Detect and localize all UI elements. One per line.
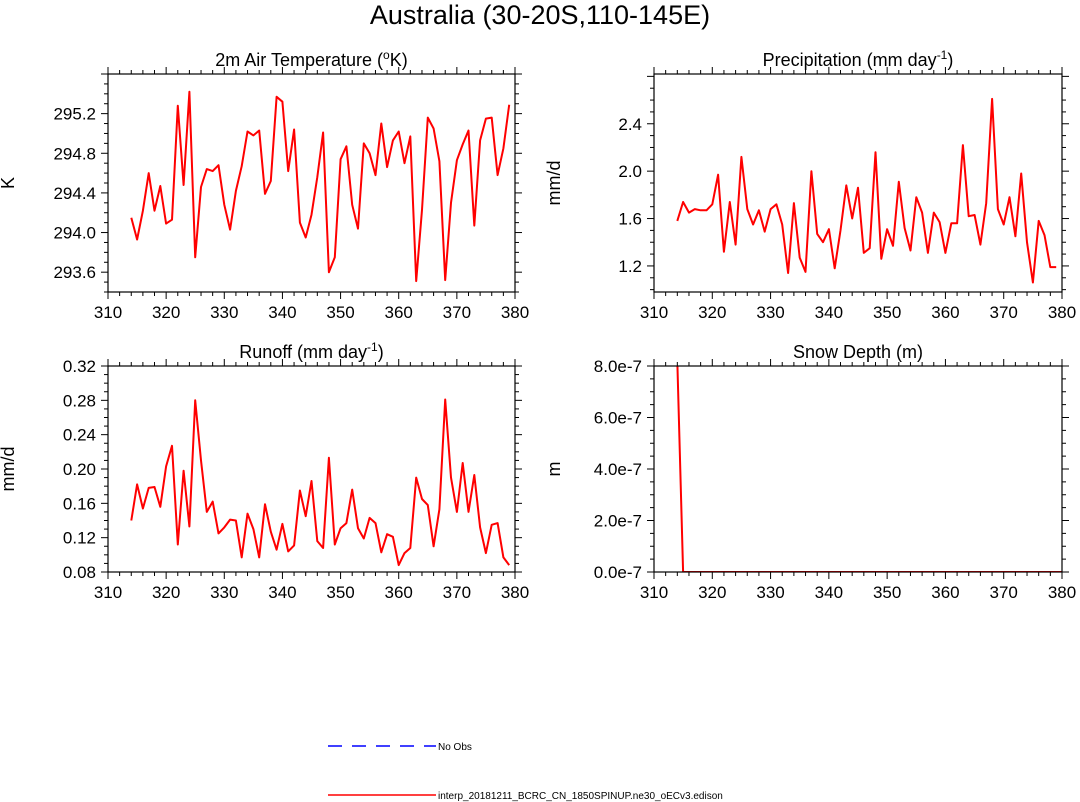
air-temperature-ytick-label: 293.6: [53, 263, 96, 282]
precipitation-xtick-label: 310: [640, 303, 668, 322]
precipitation-xtick-label: 350: [873, 303, 901, 322]
snow-depth-ytick-label: 2.0e-7: [594, 512, 642, 531]
runoff-xtick-label: 310: [94, 583, 122, 602]
air-temperature-title: 2m Air Temperature (oK): [215, 48, 407, 70]
air-temperature-ylabel: K: [0, 177, 18, 189]
precipitation-xtick-label: 340: [815, 303, 843, 322]
runoff-ytick-label: 0.24: [63, 426, 96, 445]
air-temperature-xtick-label: 310: [94, 303, 122, 322]
air-temperature-xtick-label: 350: [326, 303, 354, 322]
runoff-ylabel: mm/d: [0, 447, 18, 492]
snow-depth-xtick-label: 310: [640, 583, 668, 602]
air-temperature-ytick-label: 295.2: [53, 105, 96, 124]
panel-precipitation: Precipitation (mm day-1) mm/d 310 320 330 340…: [544, 48, 1076, 322]
snow-depth-ytick-label: 4.0e-7: [594, 460, 642, 479]
runoff-ytick-label: 0.08: [63, 563, 96, 582]
precipitation-ytick-label: 2.0: [618, 162, 642, 181]
runoff-xtick-label: 360: [385, 583, 413, 602]
runoff-title: Runoff (mm day-1): [239, 340, 383, 362]
precipitation-xtick-label: 320: [698, 303, 726, 322]
precipitation-frame: [653, 73, 1063, 293]
legend: No Obs interp_20181211_BCRC_CN_1850SPINU…: [328, 742, 723, 802]
air-temperature-xtick-label: 360: [385, 303, 413, 322]
panel-runoff: Runoff (mm day-1) mm/d 310 320 330 340 350 360 3…: [0, 340, 529, 602]
runoff-ytick-label: 0.32: [63, 357, 96, 376]
panel-snow-depth: Snow Depth (m) m 310 320 330 340 350 360 370 380 0…: [544, 342, 1076, 602]
air-temperature-series-line: [130, 90, 511, 283]
snow-depth-xtick-label: 330: [756, 583, 784, 602]
snow-depth-ylabel: m: [544, 462, 564, 477]
snow-depth-ytick-label: 8.0e-7: [594, 357, 642, 376]
air-temperature-frame: [107, 73, 516, 293]
precipitation-xtick-label: 360: [931, 303, 959, 322]
air-temperature-xtick-label: 320: [152, 303, 180, 322]
runoff-ytick-label: 0.20: [63, 460, 96, 479]
precipitation-ytick-label: 1.6: [618, 210, 642, 229]
air-temperature-xtick-label: 330: [210, 303, 238, 322]
snow-depth-series-line: [676, 366, 1062, 572]
runoff-ytick-label: 0.16: [63, 494, 96, 513]
runoff-ytick-label: 0.28: [63, 391, 96, 410]
runoff-xtick-label: 370: [443, 583, 471, 602]
figure-title: Australia (30-20S,110-145E): [370, 0, 710, 30]
air-temperature-xtick-label: 370: [443, 303, 471, 322]
legend-label-model: interp_20181211_BCRC_CN_1850SPINUP.ne30_…: [438, 791, 723, 802]
precipitation-xtick-label: 370: [990, 303, 1018, 322]
air-temperature-ytick-label: 294.8: [53, 144, 96, 163]
snow-depth-xtick-label: 360: [931, 583, 959, 602]
precipitation-ytick-label: 2.4: [618, 115, 642, 134]
precipitation-ylabel: mm/d: [544, 161, 564, 206]
panel-air-temperature: 2m Air Temperature (oK) K 310 320 330 340 350 3…: [0, 48, 529, 322]
snow-depth-xtick-label: 340: [815, 583, 843, 602]
precipitation-xtick-label: 330: [756, 303, 784, 322]
snow-depth-xtick-label: 370: [990, 583, 1018, 602]
runoff-frame: [107, 365, 516, 573]
precipitation-series-line: [676, 97, 1057, 284]
runoff-ytick-label: 0.12: [63, 529, 96, 548]
runoff-xtick-label: 380: [501, 583, 529, 602]
runoff-series-line: [130, 398, 510, 567]
precipitation-xtick-label: 380: [1048, 303, 1076, 322]
air-temperature-ytick-label: 294.0: [53, 224, 96, 243]
runoff-xtick-label: 350: [326, 583, 354, 602]
runoff-xtick-label: 320: [152, 583, 180, 602]
snow-depth-ytick-label: 0.0e-7: [594, 563, 642, 582]
precipitation-title: Precipitation (mm day-1): [763, 48, 954, 70]
snow-depth-xtick-label: 380: [1048, 583, 1076, 602]
snow-depth-xtick-label: 320: [698, 583, 726, 602]
air-temperature-xtick-label: 340: [268, 303, 296, 322]
snow-depth-ytick-label: 6.0e-7: [594, 409, 642, 428]
runoff-xtick-label: 330: [210, 583, 238, 602]
precipitation-ytick-label: 1.2: [618, 257, 642, 276]
snow-depth-xtick-label: 350: [873, 583, 901, 602]
snow-depth-title: Snow Depth (m): [793, 342, 923, 362]
legend-label-no-obs: No Obs: [438, 742, 472, 753]
runoff-xtick-label: 340: [268, 583, 296, 602]
air-temperature-xtick-label: 380: [501, 303, 529, 322]
snow-depth-frame: [653, 365, 1063, 573]
air-temperature-ytick-label: 294.4: [53, 184, 96, 203]
